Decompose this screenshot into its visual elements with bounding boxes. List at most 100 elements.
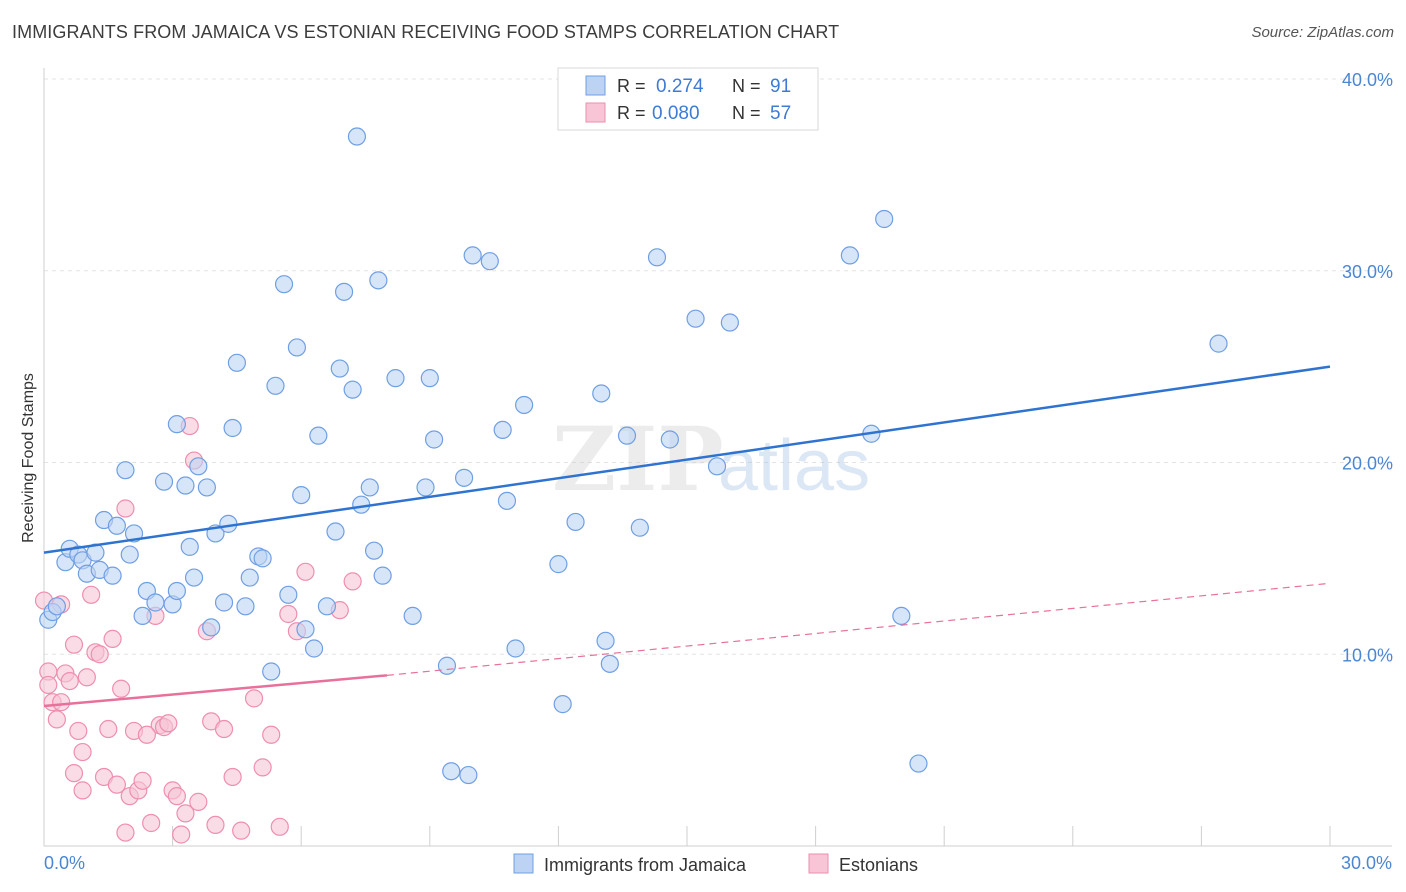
jamaica-point xyxy=(549,555,568,574)
jamaica-point xyxy=(875,209,894,229)
jamaica-point xyxy=(617,426,637,445)
estonians-point xyxy=(82,585,101,604)
estonians-trend-line xyxy=(43,674,388,708)
estonians-point xyxy=(223,767,242,787)
jamaica-point xyxy=(103,566,122,585)
jamaica-point xyxy=(146,593,165,612)
jamaica-point xyxy=(364,541,384,560)
jamaica-point xyxy=(154,472,174,491)
jamaica-point xyxy=(240,568,259,587)
jamaica-point xyxy=(202,618,221,637)
estonians-point xyxy=(73,742,92,762)
estonians-point xyxy=(176,804,195,823)
estonians-point xyxy=(206,815,225,835)
estonians-point xyxy=(103,629,122,649)
trend-lines xyxy=(43,365,1331,708)
estonians-point xyxy=(262,725,281,744)
estonians-point xyxy=(214,719,234,739)
estonians-point xyxy=(296,562,315,581)
jamaica-point xyxy=(116,461,135,480)
jamaica-point xyxy=(334,282,354,301)
jamaica-point xyxy=(707,457,727,476)
x-tick-label-min: 0.0% xyxy=(44,853,85,873)
legend-n-label-1: N = xyxy=(732,76,766,96)
y-tick-labels: 10.0% 20.0% 30.0% 40.0% xyxy=(1342,70,1393,665)
legend-swatch-pink xyxy=(585,102,606,123)
jamaica-point xyxy=(266,376,285,395)
estonians-point xyxy=(159,714,178,733)
jamaica-point xyxy=(497,491,517,510)
jamaica-point xyxy=(630,518,649,537)
jamaica-point xyxy=(720,313,739,332)
jamaica-point xyxy=(686,309,705,328)
jamaica-point xyxy=(189,457,208,476)
estonians-point xyxy=(52,693,71,712)
chart-title: IMMIGRANTS FROM JAMAICA VS ESTONIAN RECE… xyxy=(12,22,840,42)
estonians-point xyxy=(142,813,161,833)
jamaica-point xyxy=(107,516,126,535)
y-axis-label: Receiving Food Stamps xyxy=(20,373,37,543)
jamaica-point xyxy=(304,639,324,658)
jamaica-point xyxy=(647,248,667,267)
jamaica-point xyxy=(437,656,457,675)
series-legend: Immigrants from Jamaica Estonians xyxy=(513,853,918,875)
jamaica-point xyxy=(892,606,911,626)
jamaica-point xyxy=(124,524,144,543)
estonians-point xyxy=(90,645,109,664)
estonians-point xyxy=(69,721,88,741)
jamaica-point xyxy=(373,566,392,585)
jamaica-point xyxy=(596,631,615,650)
jamaica-point xyxy=(566,512,585,532)
estonians-point xyxy=(73,781,92,800)
jamaica-point xyxy=(253,549,272,568)
jamaica-point xyxy=(454,468,474,487)
jamaica-point xyxy=(236,597,255,616)
jamaica-point xyxy=(214,593,234,612)
jamaica-point xyxy=(223,418,242,438)
jamaica-point xyxy=(167,581,186,601)
jamaica-trend-line xyxy=(43,365,1331,554)
jamaica-point xyxy=(403,606,422,626)
jamaica-point xyxy=(176,476,195,495)
legend-n-value-1: 91 xyxy=(770,76,791,97)
estonians-point xyxy=(137,725,156,744)
jamaica-point xyxy=(330,359,349,378)
jamaica-point xyxy=(317,597,337,616)
jamaica-point xyxy=(592,384,611,403)
estonians-trend-extension xyxy=(386,582,1331,676)
jamaica-point xyxy=(287,338,307,357)
watermark: ZIP atlas xyxy=(552,407,870,511)
estonians-point xyxy=(47,710,66,729)
estonians-point xyxy=(116,823,135,842)
y-tick-label: 40.0% xyxy=(1342,70,1393,90)
estonians-point xyxy=(133,771,152,790)
estonians-point xyxy=(189,792,208,811)
estonians-point xyxy=(64,635,84,654)
legend-r-value-1: 0.274 xyxy=(656,76,704,97)
x-tick-label-max: 30.0% xyxy=(1341,853,1392,873)
jamaica-point xyxy=(167,415,186,434)
estonians-point xyxy=(112,679,131,698)
y-tick-label: 20.0% xyxy=(1342,454,1393,474)
jamaica-point xyxy=(420,369,439,388)
jamaica-point xyxy=(197,478,216,497)
jamaica-point xyxy=(506,639,525,658)
jamaica-points xyxy=(39,127,1228,785)
estonians-point xyxy=(64,764,84,783)
jamaica-point xyxy=(184,568,204,587)
jamaica-point xyxy=(227,353,246,372)
estonians-point xyxy=(270,817,289,836)
estonians-point xyxy=(60,671,79,691)
jamaica-point xyxy=(909,754,928,773)
series-legend-swatch-jamaica xyxy=(513,853,534,874)
jamaica-point xyxy=(360,478,379,497)
source-credit: Source: ZipAtlas.com xyxy=(1251,24,1394,41)
jamaica-point xyxy=(133,606,152,626)
watermark-atlas: atlas xyxy=(718,426,870,506)
jamaica-point xyxy=(600,654,619,673)
legend-r-value-2: 0.080 xyxy=(652,103,700,124)
legend-r-label-1: R = xyxy=(617,76,651,96)
jamaica-point xyxy=(180,537,199,556)
jamaica-point xyxy=(480,252,499,271)
